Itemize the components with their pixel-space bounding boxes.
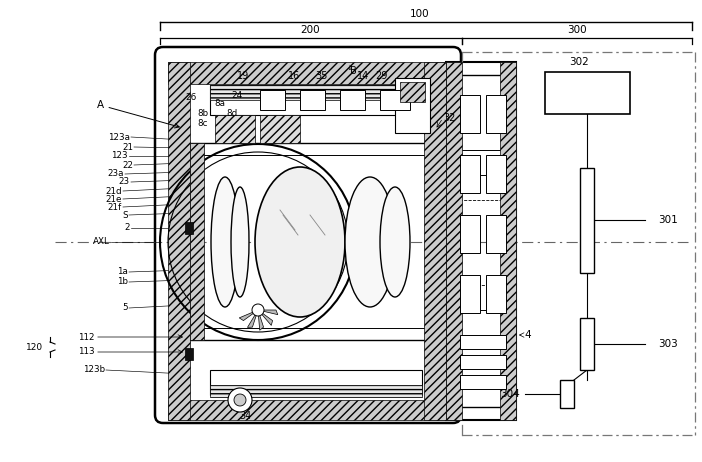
Polygon shape bbox=[258, 310, 263, 330]
Bar bbox=[460, 335, 506, 349]
Text: 14: 14 bbox=[357, 71, 369, 81]
Ellipse shape bbox=[345, 177, 395, 307]
Ellipse shape bbox=[211, 177, 239, 307]
Text: 5: 5 bbox=[122, 304, 128, 312]
Bar bbox=[545, 72, 630, 114]
Text: 200: 200 bbox=[300, 25, 320, 35]
Bar bbox=[190, 143, 204, 340]
Text: 8a: 8a bbox=[214, 98, 225, 108]
Bar bbox=[210, 85, 422, 115]
Text: S: S bbox=[122, 211, 128, 219]
Text: 29: 29 bbox=[375, 71, 388, 81]
Text: 21: 21 bbox=[122, 142, 133, 152]
Ellipse shape bbox=[255, 167, 345, 317]
Text: 35: 35 bbox=[316, 71, 329, 81]
Circle shape bbox=[228, 388, 252, 412]
Bar bbox=[580, 318, 594, 370]
Text: 8d: 8d bbox=[226, 109, 237, 118]
Text: 8b: 8b bbox=[197, 109, 208, 118]
Text: 2: 2 bbox=[124, 224, 130, 232]
Text: 300: 300 bbox=[567, 25, 587, 35]
Text: 34: 34 bbox=[239, 411, 251, 421]
Text: 123: 123 bbox=[112, 152, 128, 160]
Bar bbox=[446, 62, 462, 420]
Text: 26: 26 bbox=[185, 92, 197, 102]
Text: AXL: AXL bbox=[93, 237, 110, 247]
Bar bbox=[486, 155, 506, 193]
Text: 123a: 123a bbox=[108, 133, 130, 141]
Bar bbox=[300, 90, 325, 110]
Bar bbox=[560, 380, 574, 408]
Text: 113: 113 bbox=[79, 347, 95, 357]
Polygon shape bbox=[258, 310, 272, 325]
Bar bbox=[340, 90, 365, 110]
Bar bbox=[380, 90, 410, 110]
Bar bbox=[500, 62, 516, 420]
Bar bbox=[215, 115, 255, 143]
Text: 112: 112 bbox=[79, 333, 95, 341]
Bar bbox=[460, 215, 480, 253]
Polygon shape bbox=[247, 310, 258, 328]
Bar bbox=[460, 375, 506, 389]
Text: 23: 23 bbox=[119, 177, 130, 187]
Bar bbox=[456, 75, 510, 407]
Polygon shape bbox=[258, 310, 278, 315]
Bar bbox=[395, 78, 430, 133]
Text: ↓: ↓ bbox=[347, 65, 353, 71]
Bar bbox=[260, 115, 300, 143]
Circle shape bbox=[234, 394, 246, 406]
Text: 22: 22 bbox=[122, 160, 133, 170]
Bar bbox=[168, 62, 446, 84]
Text: 303: 303 bbox=[658, 339, 677, 349]
Bar bbox=[400, 82, 425, 102]
Text: 123b: 123b bbox=[83, 365, 105, 375]
Text: 21d: 21d bbox=[105, 187, 122, 195]
Bar bbox=[168, 400, 446, 420]
Bar bbox=[460, 155, 480, 193]
Bar bbox=[460, 355, 506, 369]
Bar bbox=[460, 95, 480, 133]
Text: 120: 120 bbox=[26, 344, 43, 353]
Bar bbox=[185, 222, 193, 234]
Bar bbox=[460, 275, 480, 313]
Text: 1a: 1a bbox=[117, 267, 128, 276]
Circle shape bbox=[252, 304, 264, 316]
Text: 32: 32 bbox=[443, 113, 456, 123]
Text: 21e: 21e bbox=[105, 195, 122, 203]
Bar bbox=[260, 90, 285, 110]
Ellipse shape bbox=[231, 187, 249, 297]
Text: 302: 302 bbox=[569, 57, 589, 67]
Bar bbox=[210, 370, 422, 395]
Text: 8c: 8c bbox=[197, 120, 208, 128]
Text: 21f: 21f bbox=[108, 202, 122, 212]
Bar bbox=[168, 62, 190, 420]
Bar bbox=[446, 62, 516, 420]
Text: 19: 19 bbox=[237, 71, 249, 81]
FancyBboxPatch shape bbox=[155, 47, 461, 423]
Ellipse shape bbox=[380, 187, 410, 297]
Bar bbox=[424, 62, 446, 420]
Bar bbox=[210, 85, 422, 100]
Text: 301: 301 bbox=[658, 215, 677, 225]
Text: 23a: 23a bbox=[107, 170, 124, 178]
Bar bbox=[486, 95, 506, 133]
Text: 16: 16 bbox=[288, 71, 300, 81]
Bar bbox=[210, 385, 422, 397]
Text: 1b: 1b bbox=[117, 278, 128, 286]
Text: 304: 304 bbox=[501, 389, 520, 399]
Text: 4: 4 bbox=[524, 330, 531, 340]
Bar bbox=[486, 215, 506, 253]
Text: A: A bbox=[96, 100, 179, 128]
Bar bbox=[486, 275, 506, 313]
Text: 100: 100 bbox=[410, 9, 430, 19]
Text: B: B bbox=[350, 66, 357, 76]
Polygon shape bbox=[239, 310, 258, 321]
Bar bbox=[580, 168, 594, 273]
Bar bbox=[185, 348, 193, 360]
Text: 24: 24 bbox=[231, 91, 242, 99]
